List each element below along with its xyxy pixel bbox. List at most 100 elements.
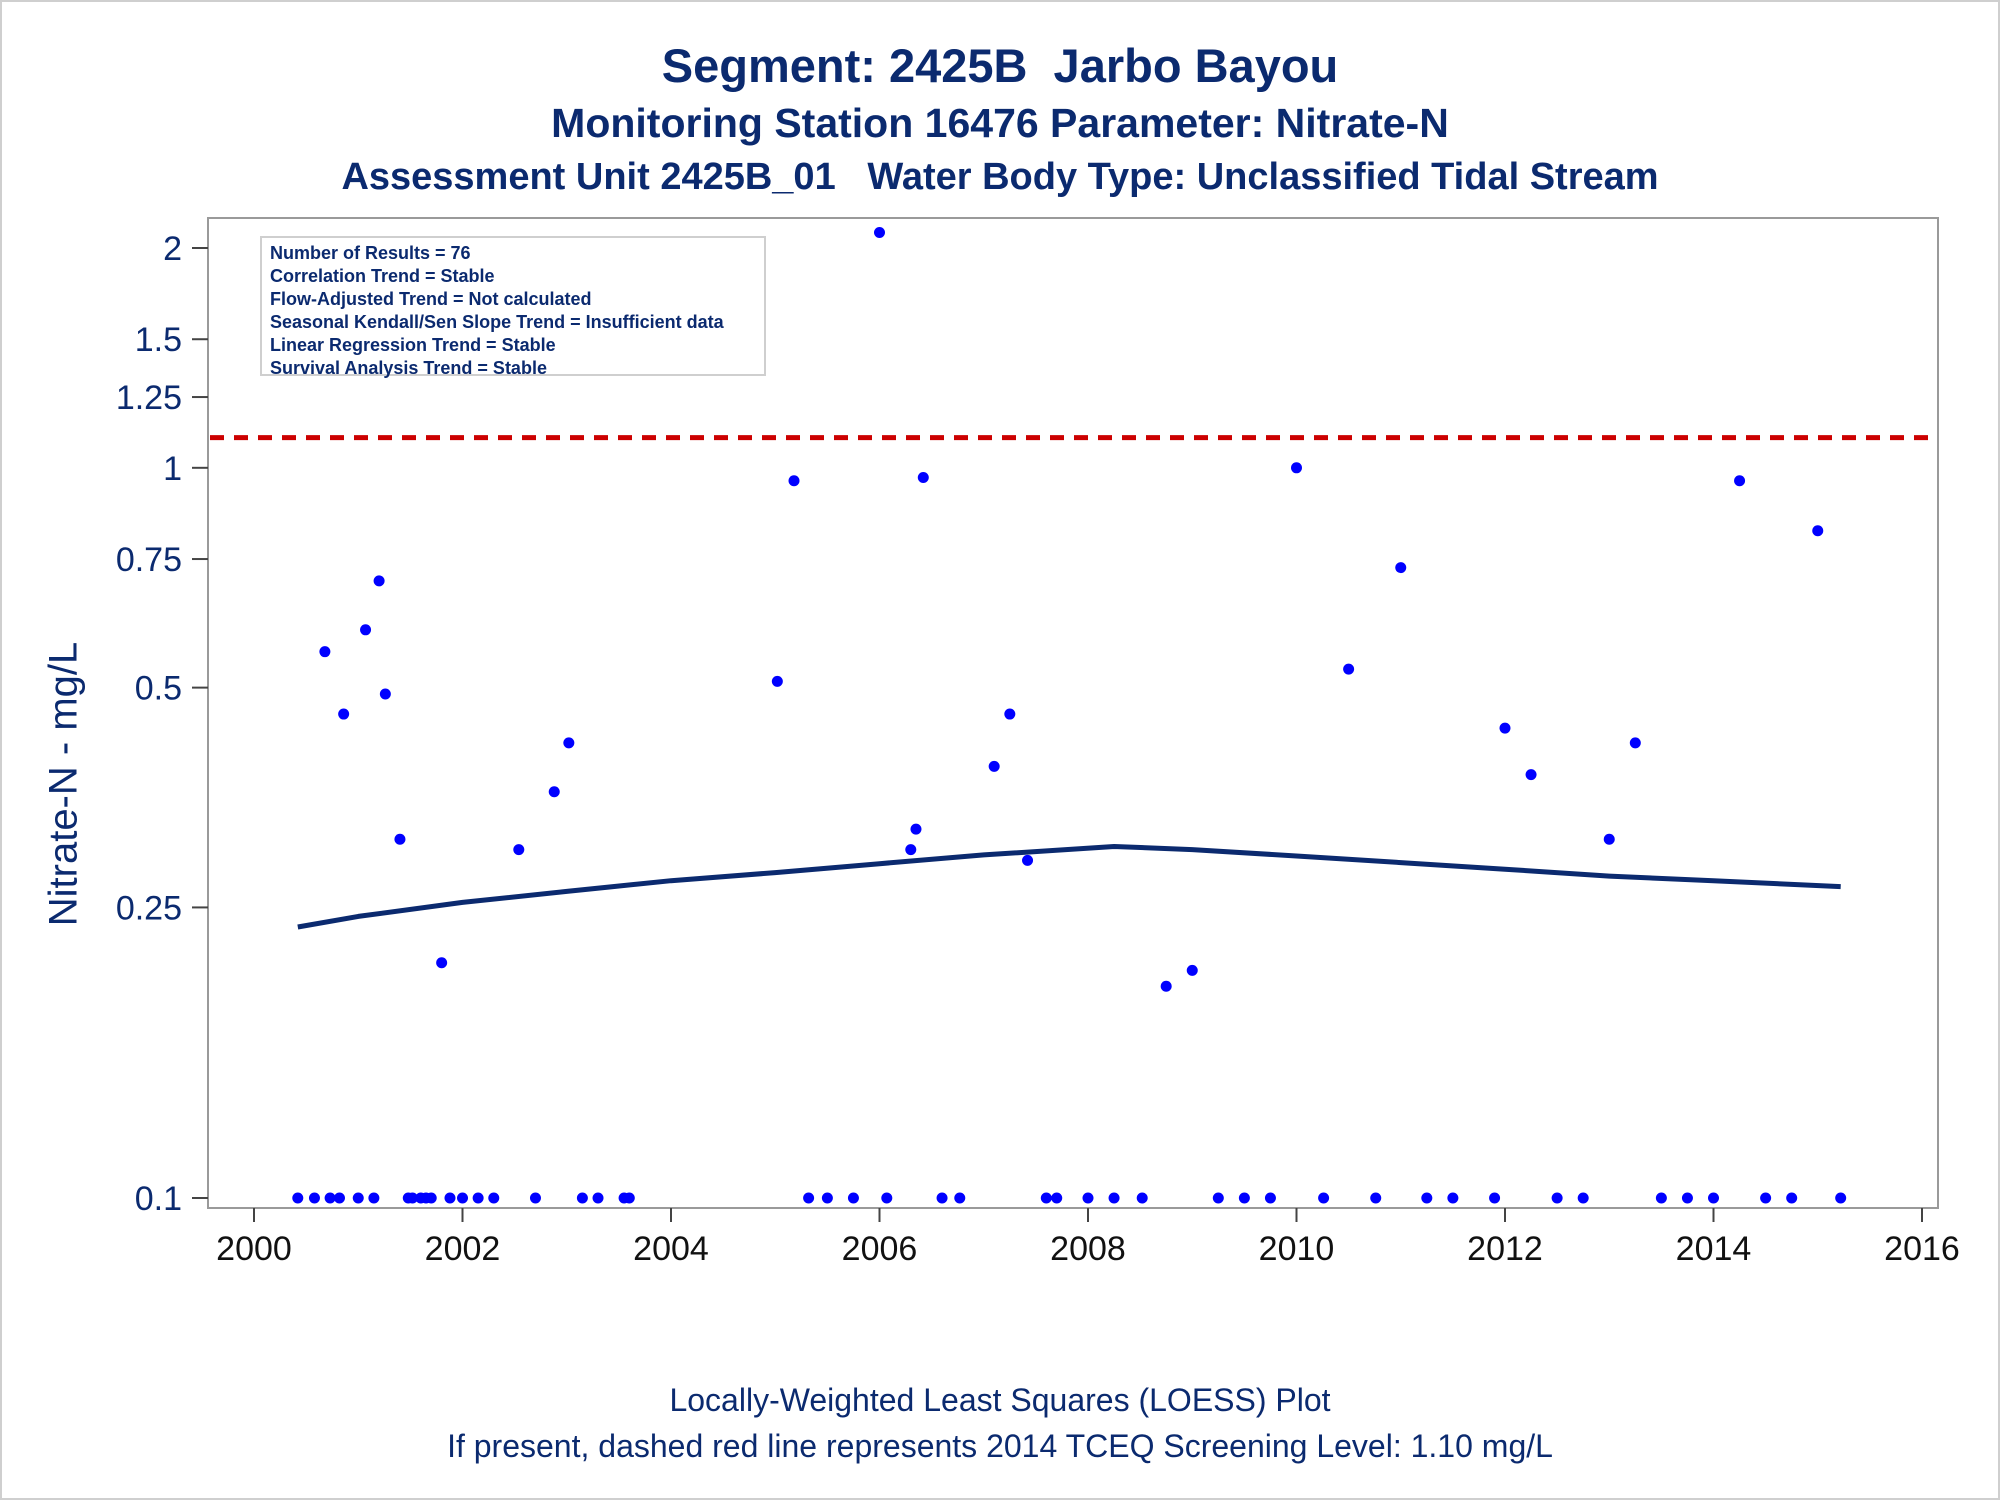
data-point [488,1192,500,1204]
x-tick-label: 2008 [1050,1230,1126,1268]
data-point [352,1192,364,1204]
data-point [308,1192,320,1204]
data-point [563,737,575,749]
data-point [1734,475,1746,487]
plot-area-border [207,217,1939,1209]
stat-flow-adjusted-trend: Flow-Adjusted Trend = Not calculated [270,289,592,309]
data-point [592,1192,604,1204]
stat-linear-regression-trend: Linear Regression Trend = Stable [270,335,556,355]
data-point [1022,854,1034,866]
x-tick-label: 2016 [1884,1230,1960,1268]
data-point [1708,1192,1719,1204]
data-point [788,475,800,487]
loess-curve [297,844,1841,930]
data-point [1186,964,1198,976]
data-point [394,833,406,845]
y-tick-label: 1.5 [135,321,182,359]
data-point [1447,1192,1459,1204]
data-point [1577,1192,1589,1204]
data-point [1489,1192,1501,1204]
data-point [910,823,922,835]
data-point [319,646,331,658]
footnote-screening-level: If present, dashed red line represents 2… [447,1428,1553,1464]
data-point [1051,1192,1063,1204]
x-tick-label: 2012 [1467,1230,1543,1268]
data-point [444,1192,456,1204]
y-tick-label: 1.25 [116,379,182,417]
data-point [436,957,448,969]
data-point [1082,1192,1094,1204]
data-point [1108,1192,1120,1204]
chart-subtitle: Monitoring Station 16476 Parameter: Nitr… [551,100,1449,146]
x-tick-label: 2002 [425,1230,501,1268]
data-point [803,1192,815,1204]
data-point [988,760,1000,772]
data-point [1551,1192,1563,1204]
data-point [1370,1192,1382,1204]
stat-seasonal-kendall-trend: Seasonal Kendall/Sen Slope Trend = Insuf… [270,312,724,332]
data-point [1395,562,1407,574]
stat-number-of-results: Number of Results = 76 [270,243,471,263]
data-point [771,675,783,687]
y-tick-label: 2 [163,230,182,268]
data-point [406,1192,418,1204]
data-point [457,1192,468,1204]
data-point [936,1192,948,1204]
data-point [821,1192,833,1204]
data-point [1786,1192,1798,1204]
data-point [1760,1192,1772,1204]
x-tick-label: 2010 [1259,1230,1335,1268]
data-point [1812,525,1824,537]
data-point [338,708,350,720]
data-point [917,471,929,483]
data-point [1629,737,1641,749]
data-point [1264,1192,1276,1204]
data-point [472,1192,484,1204]
x-tick-label: 2004 [633,1230,709,1268]
data-point [1160,980,1172,992]
data-point [881,1192,893,1204]
y-tick-label: 0.25 [116,889,182,927]
data-point [1318,1192,1330,1204]
chart-subtitle-2: Assessment Unit 2425B_01 Water Body Type… [341,156,1659,198]
data-point [529,1192,541,1204]
data-point [1681,1192,1693,1204]
y-tick-label: 0.75 [116,541,182,579]
x-tick-label: 2000 [216,1230,292,1268]
data-point [360,624,372,636]
stat-survival-analysis-trend: Survival Analysis Trend = Stable [270,358,547,378]
data-point [1343,663,1355,675]
data-point [548,786,560,798]
data-point [425,1192,437,1204]
footnote-loess: Locally-Weighted Least Squares (LOESS) P… [669,1382,1331,1418]
data-point [1004,708,1016,720]
data-point [1525,769,1537,781]
data-point [1421,1192,1433,1204]
y-tick-label: 0.5 [135,670,182,708]
data-point [292,1192,304,1204]
y-tick-label: 1 [163,450,182,488]
data-point [1655,1192,1667,1204]
data-point [623,1192,635,1204]
x-tick-label: 2006 [842,1230,918,1268]
chart-title: Segment: 2425B Jarbo Bayou [661,39,1339,92]
data-point [1499,722,1511,734]
data-point [874,227,885,239]
data-point [379,688,391,700]
data-point [847,1192,859,1204]
data-point [368,1192,380,1204]
y-tick-label: 0.1 [135,1180,182,1218]
data-point [1238,1192,1250,1204]
data-point [1291,462,1302,474]
data-point [324,1192,336,1204]
data-point [513,844,525,856]
data-point [1212,1192,1224,1204]
data-point [1835,1192,1847,1204]
trend-stats-box: Number of Results = 76 Correlation Trend… [260,236,766,378]
data-point [1040,1192,1052,1204]
x-tick-label: 2014 [1676,1230,1752,1268]
data-point [1603,833,1615,845]
data-point [333,1192,345,1204]
data-point [373,575,385,587]
